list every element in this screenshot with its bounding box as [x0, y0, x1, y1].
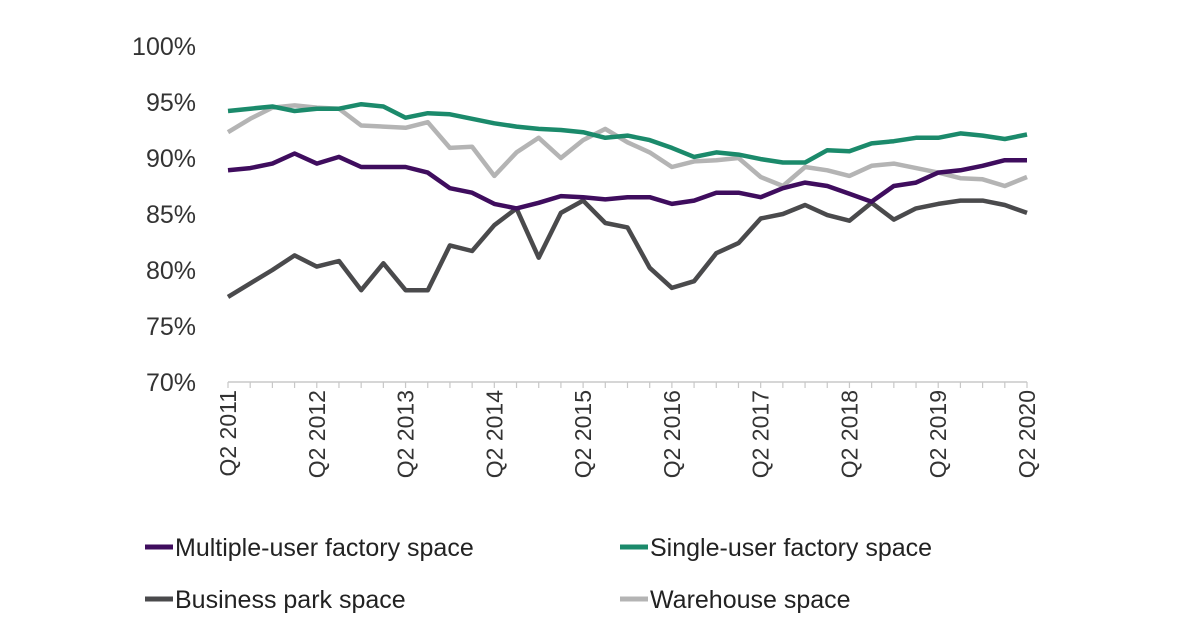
x-tick-label: Q2 2018	[836, 390, 862, 478]
y-tick-label: 75%	[146, 313, 196, 341]
legend-item: Single-user factory space	[620, 534, 932, 562]
legend-label: Warehouse space	[650, 586, 851, 614]
legend-label: Single-user factory space	[650, 534, 932, 562]
x-tick-label: Q2 2011	[215, 390, 241, 477]
legend: Multiple-user factory space Single-user f…	[145, 534, 932, 614]
x-tick-label: Q2 2019	[925, 390, 951, 478]
legend-item: Business park space	[145, 586, 406, 614]
legend-label: Multiple-user factory space	[175, 534, 474, 562]
x-tick-label: Q2 2012	[304, 390, 330, 478]
series-lines	[226, 101, 1028, 299]
x-tick-label: Q2 2020	[1014, 390, 1040, 478]
series-line-multiple-user-factory-space	[227, 151, 1027, 211]
x-tick-label: Q2 2015	[570, 390, 596, 478]
series-line-single-user-factory-space	[227, 101, 1028, 165]
legend-label: Business park space	[175, 586, 406, 614]
x-axis: Q2 2011 Q2 2012 Q2 2013 Q2 2014 Q2 2015 Q2 20…	[215, 381, 1040, 478]
y-axis: 70% 75% 80% 85% 90% 95% 100%	[132, 33, 196, 397]
y-tick-label: 80%	[146, 257, 196, 285]
y-tick-label: 70%	[146, 369, 196, 397]
x-tick-label: Q2 2016	[659, 390, 685, 478]
x-tick-label: Q2 2017	[748, 390, 774, 478]
legend-item: Warehouse space	[620, 586, 851, 614]
x-tick-label: Q2 2013	[393, 390, 419, 478]
y-tick-label: 95%	[146, 89, 196, 117]
y-tick-label: 90%	[146, 145, 196, 173]
series-line-warehouse-space	[226, 103, 1028, 189]
series-line-business-park-space	[226, 198, 1028, 299]
y-tick-label: 85%	[146, 201, 196, 229]
y-tick-label: 100%	[132, 33, 196, 61]
x-tick-label: Q2 2014	[481, 390, 507, 478]
legend-item: Multiple-user factory space	[145, 534, 474, 562]
